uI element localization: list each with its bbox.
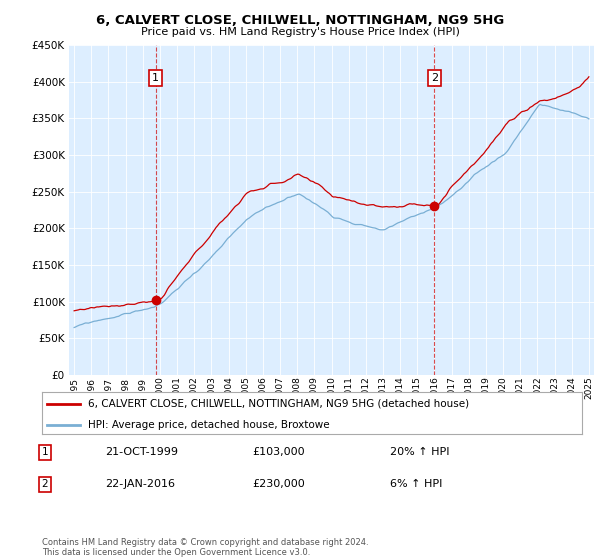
Text: £230,000: £230,000 bbox=[252, 479, 305, 489]
Text: 21-OCT-1999: 21-OCT-1999 bbox=[105, 447, 178, 458]
Text: 1: 1 bbox=[152, 73, 159, 83]
Text: 1: 1 bbox=[41, 447, 49, 458]
Text: 6, CALVERT CLOSE, CHILWELL, NOTTINGHAM, NG9 5HG (detached house): 6, CALVERT CLOSE, CHILWELL, NOTTINGHAM, … bbox=[88, 399, 469, 409]
Text: HPI: Average price, detached house, Broxtowe: HPI: Average price, detached house, Brox… bbox=[88, 420, 329, 430]
Text: 6% ↑ HPI: 6% ↑ HPI bbox=[390, 479, 442, 489]
Text: £103,000: £103,000 bbox=[252, 447, 305, 458]
Text: Price paid vs. HM Land Registry's House Price Index (HPI): Price paid vs. HM Land Registry's House … bbox=[140, 27, 460, 37]
Text: 2: 2 bbox=[41, 479, 49, 489]
Text: 2: 2 bbox=[431, 73, 438, 83]
Text: 6, CALVERT CLOSE, CHILWELL, NOTTINGHAM, NG9 5HG: 6, CALVERT CLOSE, CHILWELL, NOTTINGHAM, … bbox=[96, 14, 504, 27]
Text: 22-JAN-2016: 22-JAN-2016 bbox=[105, 479, 175, 489]
Text: Contains HM Land Registry data © Crown copyright and database right 2024.
This d: Contains HM Land Registry data © Crown c… bbox=[42, 538, 368, 557]
Text: 20% ↑ HPI: 20% ↑ HPI bbox=[390, 447, 449, 458]
